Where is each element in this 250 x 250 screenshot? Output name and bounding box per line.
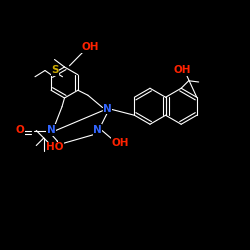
Text: HO: HO xyxy=(46,142,64,152)
Text: O: O xyxy=(16,125,24,135)
Text: N: N xyxy=(93,125,102,135)
Text: OH: OH xyxy=(81,42,99,52)
Text: N: N xyxy=(103,104,112,114)
Text: OH: OH xyxy=(111,138,129,147)
Text: N: N xyxy=(47,125,56,135)
Text: OH: OH xyxy=(174,65,191,75)
Text: S: S xyxy=(51,65,59,75)
